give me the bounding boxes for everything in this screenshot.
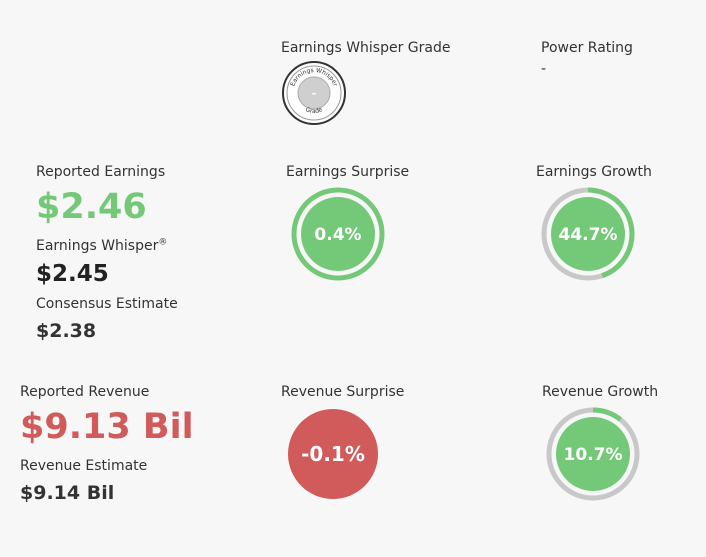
registered-mark: ® [158, 237, 168, 248]
earnings-growth-disc [551, 197, 625, 271]
revenue-growth-gauge: 10.7% [546, 407, 640, 501]
earnings-surprise-title: Earnings Surprise [286, 164, 410, 180]
earnings-whisper-value: $2.45 [36, 261, 109, 287]
earnings-surprise-ring [291, 187, 385, 281]
revenue-surprise-value: -0.1% [301, 442, 365, 466]
reported-earnings-label: Reported Earnings [36, 164, 166, 180]
earnings-surprise-value: 0.4% [314, 225, 361, 245]
earnings-whisper-grade-title: Earnings Whisper Grade [281, 40, 451, 56]
reported-revenue-label: Reported Revenue [20, 384, 150, 400]
earnings-growth-gauge: 44.7% [541, 187, 635, 281]
svg-text:Grade: Grade [304, 106, 324, 115]
badge-bottom-text: Grade [304, 106, 324, 115]
earnings-surprise-gauge: 0.4% [291, 187, 385, 281]
earnings-growth-ring-progress [541, 187, 635, 281]
power-rating-title: Power Rating [541, 40, 633, 56]
consensus-estimate-value: $2.38 [36, 320, 97, 342]
grade-badge: Earnings Whisper Grade - [282, 61, 346, 125]
revenue-growth-title: Revenue Growth [542, 384, 659, 400]
reported-earnings-value: $2.46 [36, 187, 147, 227]
revenue-estimate-label: Revenue Estimate [20, 458, 148, 474]
earnings-growth-title: Earnings Growth [536, 164, 652, 180]
earnings-growth-value: 44.7% [559, 225, 618, 245]
revenue-surprise-disc [288, 409, 378, 499]
earnings-surprise-disc [301, 197, 375, 271]
earnings-whisper-label-text: Earnings Whisper [36, 238, 159, 254]
revenue-growth-disc [556, 417, 630, 491]
power-rating-value: - [541, 61, 547, 77]
reported-revenue-value: $9.13 Bil [20, 407, 194, 447]
revenue-growth-value: 10.7% [564, 445, 623, 465]
consensus-estimate-label: Consensus Estimate [36, 296, 178, 312]
revenue-estimate-value: $9.14 Bil [20, 482, 115, 504]
revenue-surprise-title: Revenue Surprise [281, 384, 405, 400]
revenue-surprise-gauge: -0.1% [288, 409, 378, 499]
earnings-whisper-label: Earnings Whisper® [36, 238, 167, 254]
revenue-growth-ring-progress [546, 407, 640, 501]
grade-value: - [312, 87, 317, 100]
